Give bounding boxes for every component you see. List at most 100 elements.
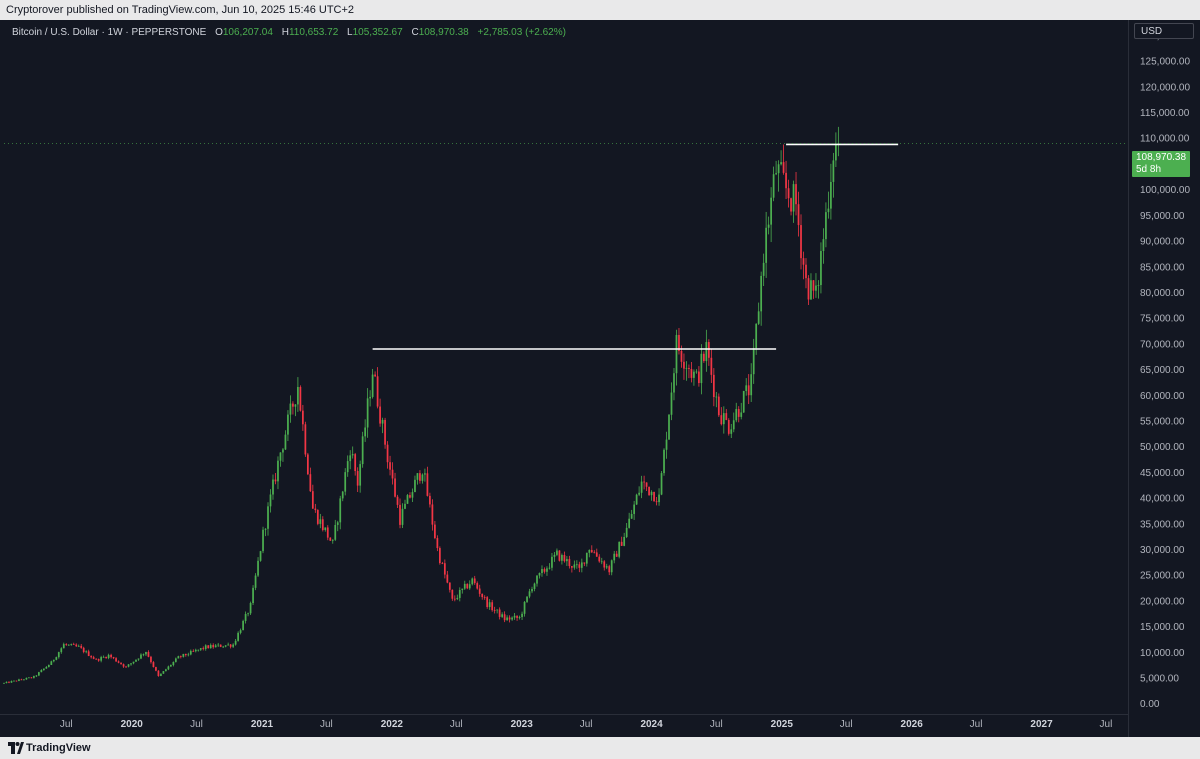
candle-down: [219, 644, 222, 648]
candle-up: [18, 678, 20, 682]
candle-body: [37, 672, 40, 676]
candle-down: [95, 658, 98, 660]
candle-body: [60, 648, 63, 653]
candle-up: [772, 166, 775, 202]
candle-body: [145, 651, 147, 655]
candle-body: [717, 396, 720, 416]
candle-up: [658, 488, 660, 506]
candle-body: [40, 669, 43, 673]
candle-up: [668, 414, 670, 440]
candle-body: [182, 653, 185, 657]
candle-up: [52, 659, 55, 663]
candle-body: [135, 659, 137, 662]
candle-up: [77, 644, 80, 647]
candle-up: [336, 520, 339, 532]
candle-up: [100, 655, 103, 663]
candle-body: [18, 679, 20, 682]
candle-down: [356, 467, 359, 493]
candle-up: [618, 541, 621, 559]
candle-up: [675, 329, 678, 386]
candle-down: [807, 275, 810, 306]
candle-down: [87, 649, 90, 657]
candle-body: [598, 556, 601, 562]
candle-body: [603, 561, 606, 568]
candle-body: [50, 661, 53, 665]
candle-up: [381, 417, 384, 434]
candle-up: [461, 588, 464, 594]
price-tick-label: 90,000.00: [1140, 237, 1185, 248]
candle-up: [217, 642, 220, 648]
candle-body: [8, 681, 10, 683]
price-tick-label: 110,000.00: [1140, 134, 1190, 145]
candle-body: [179, 656, 182, 657]
candle-body: [583, 562, 586, 564]
price-tick-label: 60,000.00: [1140, 391, 1185, 402]
candle-body: [277, 460, 279, 482]
candle-down: [396, 494, 399, 509]
candle-up: [351, 446, 354, 459]
candle-body: [162, 671, 165, 674]
candle-body: [750, 374, 753, 396]
candle-up: [252, 585, 254, 605]
candle-body: [566, 559, 568, 562]
time-tick-label: 2021: [251, 719, 274, 730]
candle-down: [184, 653, 187, 657]
candle-up: [523, 601, 526, 617]
candle-down: [389, 455, 391, 476]
candle-body: [770, 197, 772, 225]
candle-body: [371, 374, 374, 397]
candle-up: [561, 553, 563, 565]
candle-down: [688, 364, 690, 379]
candle-body: [548, 567, 551, 569]
candle-body: [62, 644, 65, 649]
candle-down: [436, 535, 439, 552]
candle-up: [588, 549, 591, 558]
candle-up: [359, 460, 362, 493]
candle-body: [690, 368, 693, 378]
candle-body: [354, 454, 357, 472]
candle-body: [546, 568, 548, 572]
candle-body: [349, 455, 352, 462]
price-tick-label: 120,000.00: [1140, 82, 1190, 93]
candle-up: [262, 526, 264, 554]
price-tick-label: 25,000.00: [1140, 571, 1185, 582]
candle-down: [782, 144, 785, 175]
candle-down: [306, 452, 309, 476]
candle-up: [650, 490, 653, 501]
price-tick-label: 50,000.00: [1140, 442, 1185, 453]
candle-down: [595, 548, 598, 557]
currency-selector[interactable]: USD: [1134, 23, 1194, 39]
candle-body: [481, 593, 484, 598]
candle-down: [311, 484, 314, 509]
candle-up: [531, 586, 533, 594]
candle-down: [316, 509, 319, 526]
change-value: +2,785.03 (+2.62%): [477, 27, 566, 38]
candle-body: [585, 552, 588, 564]
candle-body: [705, 342, 708, 362]
candle-up: [334, 519, 337, 541]
price-tick-label: 0.00: [1140, 699, 1160, 710]
candle-body: [665, 439, 668, 450]
candle-down: [443, 559, 446, 579]
candle-down: [321, 516, 324, 532]
candle-body: [207, 645, 210, 649]
candle-body: [683, 361, 685, 369]
candle-up: [628, 512, 631, 529]
candle-up: [371, 368, 374, 399]
candle-down: [473, 575, 476, 585]
candle-up: [40, 669, 43, 673]
candle-up: [820, 242, 822, 294]
candle-body: [448, 582, 451, 590]
candle-body: [513, 615, 516, 618]
candle-body: [600, 561, 603, 563]
candle-body: [543, 569, 546, 572]
candle-body: [13, 680, 15, 682]
candle-up: [536, 575, 538, 587]
candle-body: [184, 653, 187, 656]
candle-body: [628, 518, 631, 528]
candle-body: [167, 666, 170, 670]
candle-up: [239, 628, 242, 635]
candle-body: [334, 524, 337, 540]
candle-up: [511, 616, 513, 621]
price-chart[interactable]: 0.00 5,000.00 10,000.00 15,000.00 20,000.00 2…: [0, 20, 1200, 737]
